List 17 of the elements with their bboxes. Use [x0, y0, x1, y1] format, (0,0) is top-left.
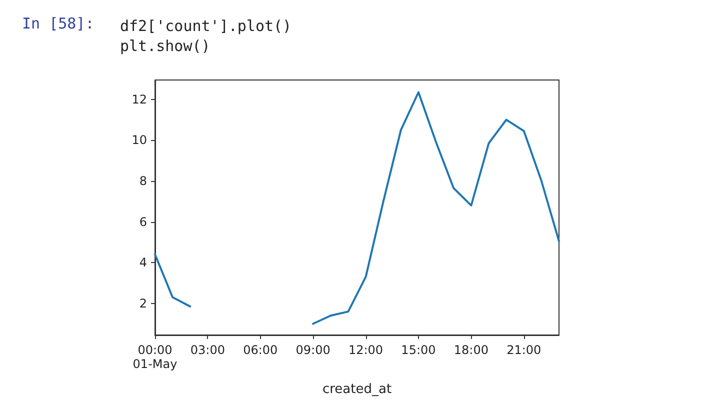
x-axis-title: created_at: [322, 382, 392, 397]
y-tick-label: 6: [139, 214, 147, 229]
y-tick-label: 10: [132, 133, 147, 148]
y-tick-label: 12: [132, 92, 147, 106]
x-tick-label: 00:00 01-May: [132, 343, 178, 371]
x-tick-label: 09:00: [296, 343, 330, 357]
x-tick-label: 03:00: [190, 343, 225, 357]
x-tick-label: 18:00: [454, 343, 488, 357]
x-tick-label: 21:00: [506, 343, 542, 357]
x-tick-label: 15:00: [401, 343, 436, 357]
x-tick-label: 06:00: [243, 343, 278, 357]
x-tick-label: 12:00: [348, 343, 384, 357]
y-tick-label: 8: [139, 174, 147, 188]
text: df2['count'].plot() plt.show(): [120, 17, 292, 55]
y-tick-label: 4: [139, 256, 147, 270]
text: In [58]:: [22, 14, 94, 32]
y-tick-label: 2: [139, 296, 147, 310]
